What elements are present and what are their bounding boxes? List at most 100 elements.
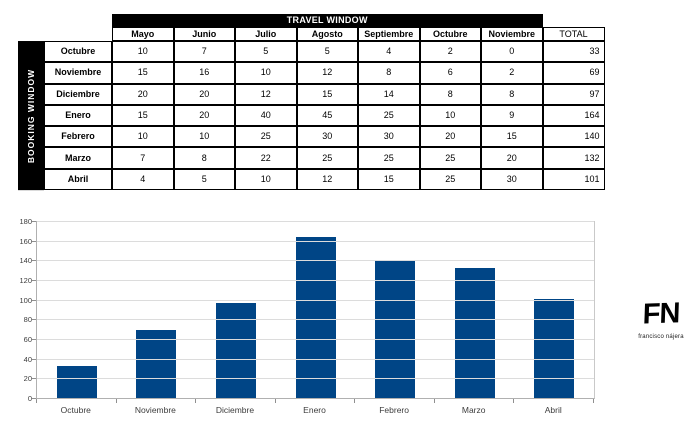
y-tick-label: 20 [23,374,32,384]
table-cell: 5 [173,168,235,191]
table-row-label: Octubre [44,41,112,63]
chart-x-axis-labels: Octubre Noviembre Diciembre Enero Febrero Mar… [36,405,593,415]
table-total-header: TOTAL [542,27,605,41]
bar-slot [514,221,594,398]
grid-line [37,260,594,262]
table-cell: 14 [358,83,420,105]
x-tick-label: Octubre [60,405,91,415]
table-cell: 15 [481,126,543,148]
table-total-cell: 132 [542,147,605,169]
table-cell: 10 [173,126,235,148]
y-axis-tick [32,378,36,380]
table-cell: 15 [358,168,420,191]
table-cell: 0 [481,41,543,63]
table-total-cell: 33 [542,41,605,63]
y-tick-label: 40 [23,354,32,364]
y-tick-label: 120 [19,276,32,285]
table-cell: 25 [419,147,481,169]
y-axis-tick [32,299,36,301]
bar [56,365,97,398]
bar-slot [435,221,515,398]
y-tick-label: 60 [23,335,32,344]
y-tick-label: 80 [23,315,32,325]
table-row-label: Febrero [44,126,112,148]
table-cell: 8 [481,83,543,105]
table-col-header: Junio [173,27,235,41]
x-tick-label: Marzo [461,405,486,415]
bar [454,268,495,398]
totals-bar-chart: 0 20 40 60 80 100 120 140 160 180 Octubre Noviembr… [8,206,608,432]
table-cell: 7 [173,41,235,63]
table-total-cell: 140 [542,126,605,148]
table-row-label: Enero [44,104,112,127]
table-cell: 4 [358,41,420,63]
table-cell: 12 [296,62,358,84]
grid-line [37,240,594,242]
fn-logo-mark: FN [642,297,680,331]
table-cell: 15 [296,83,358,105]
bar-slot [196,221,276,398]
table-cell: 10 [112,41,174,63]
bar [295,236,336,398]
x-tick-label: Abril [544,405,562,415]
table-cell: 4 [112,168,174,191]
x-tick-label: Febrero [379,405,409,415]
table-cell: 16 [173,62,235,84]
table-cell: 25 [358,104,420,127]
table-total-cell: 69 [542,62,605,84]
x-axis-tick [433,399,435,403]
table-cell: 20 [112,83,174,105]
x-axis-tick [513,399,515,403]
table-cell: 15 [112,104,174,127]
table-cell: 30 [358,126,420,148]
table-cell: 15 [112,62,174,84]
y-tick-label: 100 [19,295,32,305]
table-cell: 25 [358,147,420,169]
table-col-header: Mayo [112,27,174,41]
table-row-label: Diciembre [44,83,112,105]
table-total-cell: 164 [542,104,605,127]
grid-line [37,358,594,360]
y-axis-tick [32,280,36,281]
bar [215,302,256,398]
x-axis-tick [195,399,197,403]
table-cell: 7 [112,147,174,169]
y-axis-tick [32,339,36,340]
y-axis-tick [32,319,36,321]
table-col-header: Octubre [419,27,481,41]
bar [534,298,575,398]
table-row-label: Noviembre [44,62,112,84]
grid-line [37,339,594,340]
chart-plot-area [36,221,595,399]
table-cell: 2 [419,41,481,63]
booking-window-label: BOOKING WINDOW [18,41,44,191]
table-cell: 20 [173,83,235,105]
table-col-header: Noviembre [481,27,543,41]
table-row-label: Marzo [44,147,112,169]
grid-line [37,280,594,281]
table-col-header: Septiembre [358,27,420,41]
y-axis-tick [32,260,36,262]
grid-line [37,319,594,321]
grid-line [37,299,594,301]
table-cell: 40 [235,104,297,127]
travel-window-header: TRAVEL WINDOW [112,14,543,27]
y-axis-tick [32,240,36,242]
table-cell: 45 [296,104,358,127]
table-col-header: Julio [235,27,297,41]
y-tick-label: 0 [27,394,32,403]
table-cell: 25 [419,168,481,191]
table-cell: 10 [419,104,481,127]
table-cell: 20 [173,104,235,127]
x-axis-tick [593,399,594,403]
table-cell: 10 [112,126,174,148]
y-tick-label: 140 [19,256,32,266]
table-cell: 20 [419,126,481,148]
table-total-cell: 97 [542,83,605,105]
table-cell: 6 [419,62,481,84]
grid-line [37,221,594,222]
bar [136,330,177,398]
x-axis-tick [36,399,37,403]
table-cell: 25 [235,126,297,148]
